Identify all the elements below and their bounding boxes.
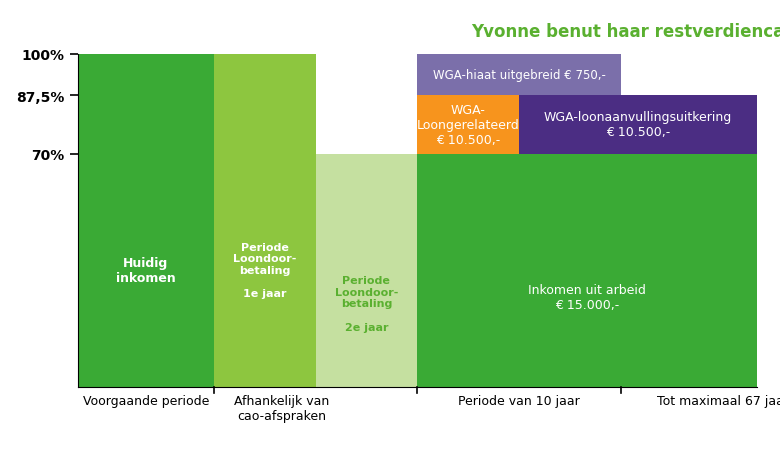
Bar (417, 154, 757, 387)
Bar (315, 154, 417, 387)
Bar (78, 55, 214, 387)
Text: Huidig
inkomen: Huidig inkomen (116, 257, 176, 284)
Bar (417, 96, 519, 154)
Bar (519, 96, 757, 154)
Bar (214, 55, 315, 387)
Bar (417, 55, 621, 96)
Text: Periode
Loondoor-
betaling

2e jaar: Periode Loondoor- betaling 2e jaar (335, 276, 398, 332)
Text: WGA-hiaat uitgebreid € 750,-: WGA-hiaat uitgebreid € 750,- (433, 69, 605, 82)
Text: Periode
Loondoor-
betaling

1e jaar: Periode Loondoor- betaling 1e jaar (233, 243, 296, 298)
Text: Yvonne benut haar restverdiencapaciteit meer dan 50%: Yvonne benut haar restverdiencapaciteit … (472, 23, 780, 41)
Text: WGA-loonaanvullingsuitkering
€ 10.500,-: WGA-loonaanvullingsuitkering € 10.500,- (544, 111, 732, 139)
Text: WGA-
Loongerelateerd
€ 10.500,-: WGA- Loongerelateerd € 10.500,- (417, 104, 519, 147)
Text: Inkomen uit arbeid
€ 15.000,-: Inkomen uit arbeid € 15.000,- (528, 283, 646, 311)
